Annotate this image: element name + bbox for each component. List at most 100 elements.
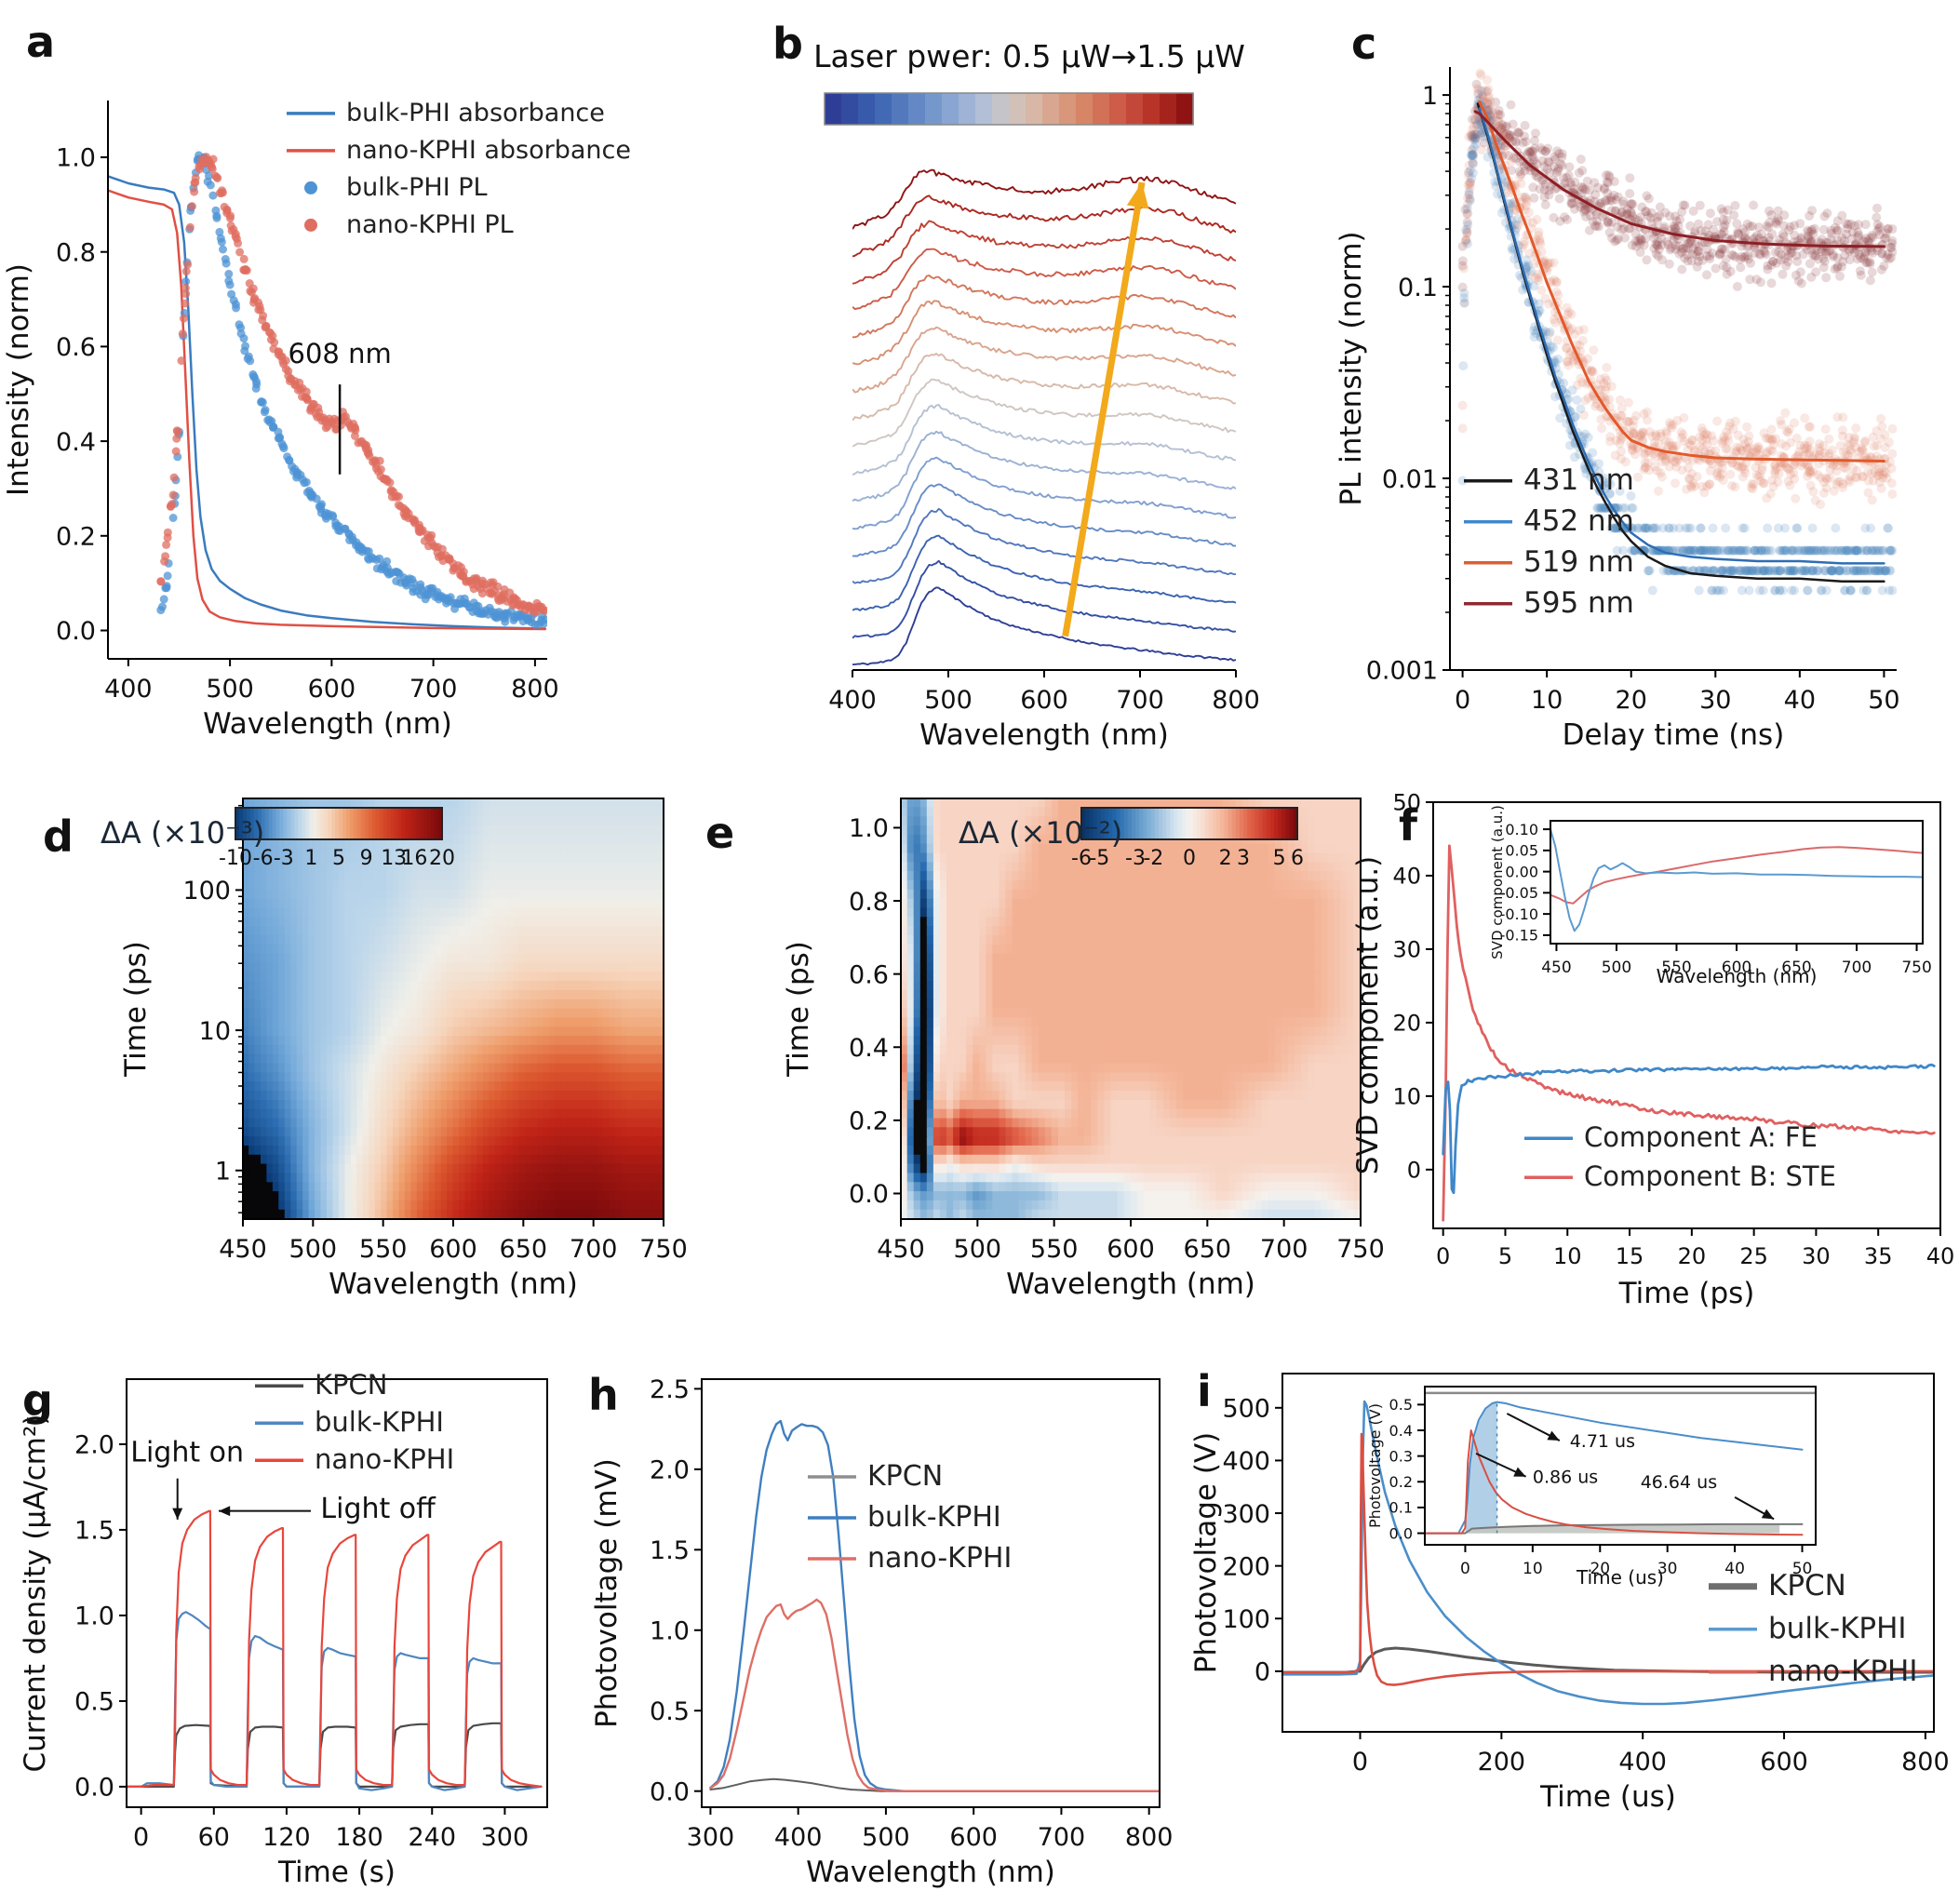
svg-text:600: 600 — [1020, 686, 1068, 715]
svg-text:500: 500 — [924, 686, 973, 715]
panel-i: i 0 200 400 600 800 0 100 200 300 400 500 Time (us)… — [1187, 1355, 1959, 1900]
b-colorbar — [824, 92, 1194, 126]
g-series-kpcn — [127, 1722, 543, 1788]
svg-text:1: 1 — [1422, 82, 1438, 111]
svg-text:nano-KPHI PL: nano-KPHI PL — [346, 210, 514, 239]
f-series-component-b-ste — [1442, 844, 1936, 1222]
panel-g: g 0 60 120 180 240 300 0.0 0.5 1.0 1.5 2.0 Time (s)… — [7, 1355, 571, 1900]
i-series-bulk-kphi — [1282, 1400, 1934, 1706]
i-inset0-arrow — [1475, 1452, 1527, 1478]
g-series-bulk-kphi — [127, 1611, 543, 1791]
e-axes — [893, 798, 1362, 1227]
h-series-kpcn — [709, 1777, 1160, 1792]
g-axes — [119, 1378, 548, 1815]
svg-text:0.01: 0.01 — [1382, 465, 1438, 494]
panel-d: d 450 500 550 600 650 700 750 1 10 100 Wavelength … — [7, 784, 688, 1338]
h-plot-area — [709, 1419, 1160, 1792]
panel-h-letter: h — [588, 1370, 619, 1420]
svg-text:bulk-PHI PL: bulk-PHI PL — [346, 173, 488, 202]
c-series-519-nm-data — [1457, 68, 1897, 509]
panel-h: h 300 400 500 600 700 800 0.0 0.5 1.0 1.5 2.0 2.5 Wa… — [573, 1355, 1187, 1900]
svg-text:0: 0 — [1455, 686, 1470, 715]
svg-text:0.001: 0.001 — [1366, 657, 1438, 686]
svg-text:800: 800 — [1212, 686, 1260, 715]
svg-text:Laser pwer: 0.5 μW→1.5 μW: Laser pwer: 0.5 μW→1.5 μW — [813, 38, 1245, 74]
g-series-nano-kphi — [127, 1509, 543, 1788]
i-inset0-series-bulk-shaded-area — [1465, 1401, 1497, 1534]
svg-text:600: 600 — [308, 675, 356, 704]
svg-text:431 nm: 431 nm — [1523, 463, 1634, 497]
f-plot-area — [1442, 844, 1936, 1222]
panel-c-chart: 0 10 20 30 40 50 1 0.1 0.01 0.001 Delay time (ns) P… — [1335, 67, 1900, 752]
h-axes — [694, 1378, 1161, 1815]
svg-text:Wavelength (nm): Wavelength (nm) — [203, 707, 452, 741]
panel-e-chart: 450 500 550 600 650 700 7500.00.20.40.60.81.0W… — [782, 798, 1385, 1301]
svg-text:0.4: 0.4 — [56, 428, 96, 457]
b-power-traces — [852, 168, 1236, 666]
f-inset0-plot-area — [1550, 828, 1923, 932]
svg-text:0.6: 0.6 — [56, 333, 96, 362]
svg-text:700: 700 — [409, 675, 458, 704]
c-axes — [1442, 67, 1897, 677]
panel-h-chart: 300 400 500 600 700 8000.00.51.01.52.02.5Wave… — [590, 1375, 1173, 1889]
panel-g-letter: g — [22, 1375, 53, 1426]
f-inset0-series-fe-spectrum — [1550, 828, 1923, 932]
panel-e-letter: e — [705, 808, 735, 858]
e-heatmap — [901, 798, 1361, 1219]
svg-text:400: 400 — [828, 686, 877, 715]
svg-text:0.0: 0.0 — [56, 617, 96, 646]
svg-text:40: 40 — [1784, 686, 1816, 715]
d-axes — [235, 798, 664, 1227]
panel-f: f 0 5 10 15 20 25 30 35 40 0 10 20 30 40 50 Time (ps) SV… — [1351, 784, 1959, 1338]
i-inset0-plot-area — [1425, 1391, 1816, 1536]
a-series-nano-kphi-pl — [156, 153, 547, 617]
svg-text:30: 30 — [1699, 686, 1731, 715]
c-legend: 431 nm 452 nm 519 nm 595 nm — [1464, 463, 1634, 620]
svg-text:500: 500 — [206, 675, 254, 704]
svg-text:Intensity (norm): Intensity (norm) — [2, 263, 35, 496]
e-plot-area — [901, 798, 1361, 1219]
d-heatmap — [243, 798, 664, 1219]
svg-text:0.8: 0.8 — [56, 238, 96, 267]
svg-text:452 nm: 452 nm — [1523, 504, 1634, 538]
panel-i-letter: i — [1197, 1366, 1212, 1416]
svg-text:nano-KPHI absorbance: nano-KPHI absorbance — [346, 136, 631, 165]
svg-text:20: 20 — [1616, 686, 1647, 715]
a-plot-area — [108, 151, 547, 631]
g-arrow — [172, 1478, 183, 1520]
f-series-component-a-fe — [1442, 1063, 1936, 1195]
i-inset0-arrow — [1734, 1495, 1775, 1521]
c-series-452-nm-fit — [1478, 107, 1885, 565]
i-series-nano-kphi — [1282, 1432, 1934, 1686]
i-inset0-arrow — [1506, 1413, 1561, 1441]
svg-text:PL intensity (norm): PL intensity (norm) — [1335, 231, 1368, 505]
c-series-595-nm-fit — [1473, 110, 1885, 248]
panel-b: b 400 500 600 700 800 Wavelength (nm) Laser pw… — [575, 7, 1340, 758]
c-series-519-nm-fit — [1478, 101, 1885, 463]
h-series-bulk-kphi — [709, 1419, 1160, 1792]
c-plot-area — [1457, 68, 1897, 596]
svg-text:800: 800 — [511, 675, 559, 704]
a-series-nano-kphi-absorbance — [108, 189, 547, 631]
panel-a: a 400 500 600 700 800 0.0 0.2 0.4 0.6 0.8 1.0 Wavel… — [2, 7, 743, 758]
i-plot-area — [1282, 1400, 1934, 1706]
svg-text:Delay time (ns): Delay time (ns) — [1563, 718, 1785, 752]
svg-text:bulk-PHI absorbance: bulk-PHI absorbance — [346, 99, 605, 127]
panel-b-chart: 400 500 600 700 800 Wavelength (nm) Laser pwer… — [813, 38, 1260, 752]
b-plot-area — [852, 168, 1236, 666]
svg-text:595 nm: 595 nm — [1523, 586, 1634, 620]
f-axes — [1426, 801, 1941, 1236]
panel-a-letter: a — [26, 17, 56, 67]
svg-text:608 nm: 608 nm — [288, 338, 392, 369]
b-axes — [852, 669, 1237, 677]
a-legend: bulk-PHI absorbance nano-KPHI absorbance b… — [287, 99, 631, 239]
b-power-arrow — [1062, 181, 1149, 637]
